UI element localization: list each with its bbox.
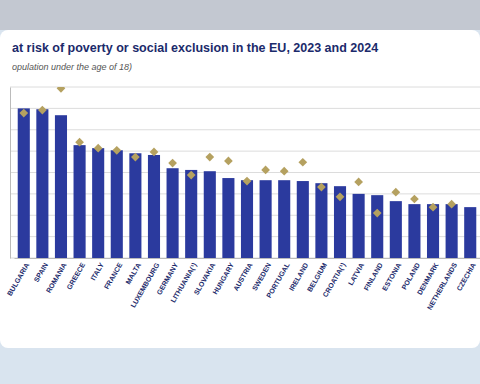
bar	[446, 204, 458, 258]
x-tick-label: ROMANIA	[45, 262, 68, 294]
x-axis-line	[15, 258, 480, 259]
x-tick-label: NETHERLANDS	[426, 261, 459, 311]
grid-line	[10, 129, 480, 130]
marker	[19, 109, 28, 118]
marker	[391, 188, 400, 197]
bar	[55, 115, 67, 258]
marker	[94, 144, 103, 153]
bar	[278, 180, 290, 258]
bar	[260, 180, 272, 258]
bar	[371, 195, 383, 258]
x-tick-label: LITHUANIA(¹)	[169, 262, 198, 305]
x-tick-label: PORTUGAL	[265, 261, 291, 299]
x-tick: ITALY	[89, 261, 105, 281]
marker	[280, 167, 289, 176]
bar-series	[18, 108, 477, 258]
marker	[38, 106, 47, 115]
card	[0, 30, 480, 348]
x-tick: LITHUANIA(¹)	[169, 262, 198, 305]
bar	[18, 108, 30, 258]
marker	[354, 178, 363, 187]
marker	[112, 146, 121, 155]
marker	[447, 200, 456, 209]
bar	[408, 204, 420, 258]
x-tick: LATVIA	[347, 262, 365, 287]
marker-series	[19, 87, 456, 217]
x-tick-label: BULGARIA	[6, 262, 31, 298]
x-tick: SPAIN	[33, 262, 49, 284]
x-tick: NETHERLANDS	[426, 261, 459, 311]
bar	[74, 145, 86, 258]
x-tick-label: SPAIN	[33, 262, 49, 284]
x-tick: CROATIA(¹)	[321, 262, 347, 299]
plot-area	[18, 87, 477, 258]
y-axis-line	[10, 88, 11, 259]
bar	[297, 181, 309, 258]
marker	[205, 153, 214, 162]
bar	[390, 201, 402, 258]
x-axis: BULGARIASPAINROMANIAGREECEITALYFRANCEMAL…	[6, 259, 480, 311]
bar	[353, 194, 365, 258]
bar	[204, 171, 216, 258]
subtitle: opulation under the age of 18)	[12, 62, 132, 72]
bar	[36, 109, 48, 258]
bar	[129, 153, 141, 258]
bar	[185, 170, 197, 258]
grid	[10, 87, 480, 258]
marker	[243, 177, 252, 186]
x-tick: GREECE	[65, 261, 86, 290]
x-tick: ROMANIA	[45, 262, 68, 294]
y-axis	[10, 88, 12, 259]
bar	[334, 186, 346, 258]
marker	[261, 166, 270, 175]
top-band	[0, 0, 480, 30]
marker	[131, 153, 140, 162]
x-tick: LUXEMBOURG	[129, 261, 161, 309]
marker	[298, 158, 307, 167]
marker	[224, 157, 233, 166]
bar	[167, 168, 179, 258]
x-tick: HUNGARY	[211, 261, 235, 295]
marker	[168, 159, 177, 168]
marker	[373, 209, 382, 218]
marker	[57, 87, 66, 93]
marker	[187, 171, 196, 180]
x-tick: CZECHIA	[455, 262, 477, 292]
x-tick-label: CZECHIA	[455, 262, 477, 292]
title: at risk of poverty or social exclusion i…	[12, 41, 378, 55]
x-tick-label: CROATIA(¹)	[321, 262, 347, 299]
bar	[222, 178, 234, 258]
bar	[92, 148, 104, 258]
x-tick-label: LUXEMBOURG	[129, 261, 161, 309]
bar	[111, 150, 123, 258]
x-tick-label: POLAND	[400, 262, 421, 291]
marker	[150, 148, 159, 157]
x-tick-label: LATVIA	[347, 262, 365, 287]
marker	[410, 195, 419, 204]
bar	[315, 183, 327, 258]
x-tick-label: ITALY	[89, 261, 105, 281]
x-tick-label: GREECE	[65, 261, 86, 290]
bar	[427, 204, 439, 258]
x-tick-label: HUNGARY	[211, 261, 235, 295]
x-tick: POLAND	[400, 262, 421, 291]
bar	[148, 155, 160, 258]
bar	[241, 180, 253, 258]
chart: at risk of poverty or social exclusion i…	[0, 0, 480, 384]
bar	[464, 207, 476, 258]
x-tick-label: FRANCE	[103, 261, 124, 290]
x-tick: FRANCE	[103, 261, 124, 290]
x-tick: PORTUGAL	[265, 261, 291, 299]
marker	[429, 203, 438, 212]
marker	[336, 193, 345, 202]
marker	[317, 183, 326, 192]
x-tick-label: MALTA	[124, 262, 142, 286]
x-tick: BULGARIA	[6, 262, 31, 298]
x-tick: MALTA	[124, 262, 142, 286]
grid-line	[10, 108, 480, 109]
marker	[75, 138, 84, 147]
grid-line	[10, 87, 480, 88]
